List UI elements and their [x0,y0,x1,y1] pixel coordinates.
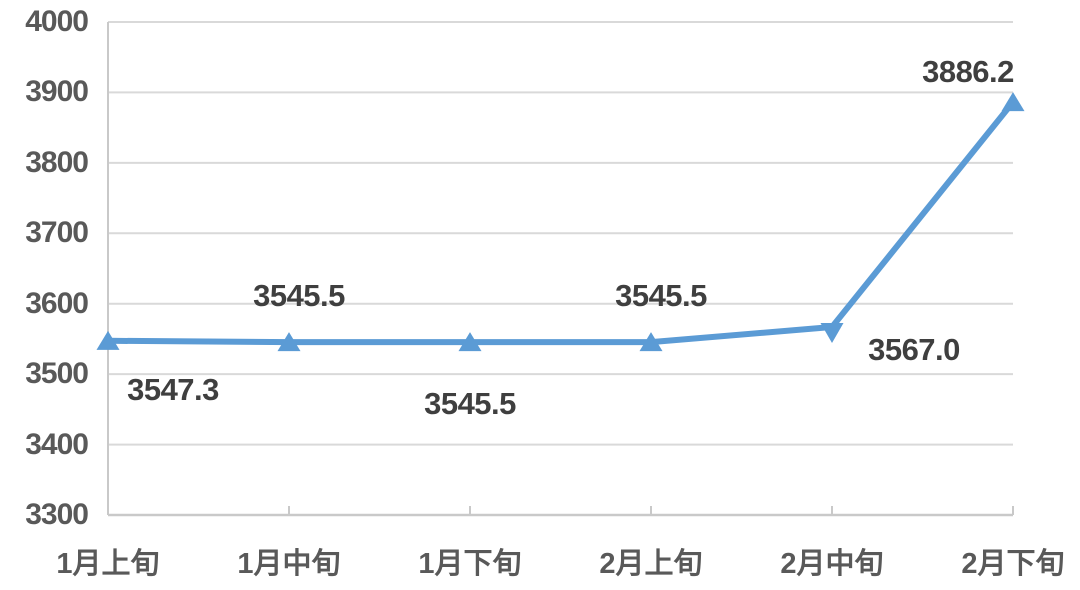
series-line [105,99,1016,346]
y-axis-tick-label: 3800 [25,145,89,179]
data-label: 3886.2 [922,54,1014,90]
x-axis-category-label: 2月下旬 [961,548,1065,580]
x-axis-category-label: 1月上旬 [56,548,160,580]
data-point-marker [820,322,844,343]
y-axis-tick-label: 3400 [25,427,89,461]
data-label: 3545.5 [424,386,516,422]
y-axis-tick-label: 3900 [25,75,89,109]
x-axis-category-label: 2月中旬 [780,548,884,580]
y-axis-tick-label: 3500 [25,357,89,391]
y-axis-tick-label: 3600 [25,286,89,320]
data-point-marker [1001,92,1025,112]
y-axis-tick-label: 4000 [25,5,89,38]
x-axis-category-label: 2月上旬 [599,548,703,580]
y-axis-tick-label: 3700 [25,216,89,250]
x-axis-category-label: 1月中旬 [237,548,341,580]
x-axis-category-label: 1月下旬 [418,548,522,580]
data-label: 3547.3 [127,371,219,407]
data-label: 3567.0 [868,331,960,367]
data-label: 3545.5 [253,278,345,314]
data-point-marker [458,332,482,352]
data-point-marker [96,330,120,350]
data-label: 3545.5 [615,278,707,314]
y-axis-tick-label: 3300 [25,498,89,531]
data-point-marker [277,332,301,352]
data-point-marker [639,332,663,352]
